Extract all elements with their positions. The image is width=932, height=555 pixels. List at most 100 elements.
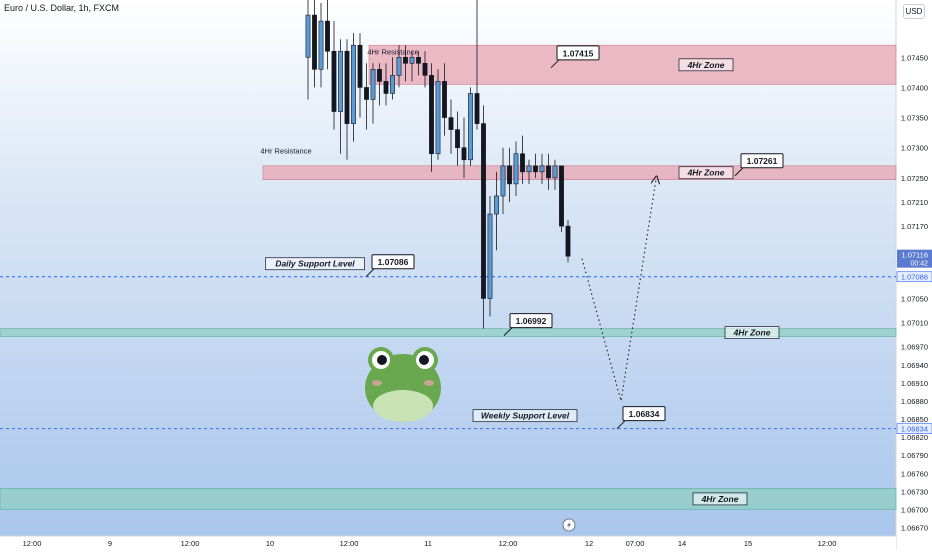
callout-box [740, 153, 784, 169]
candle-body [305, 14, 311, 58]
currency-button[interactable]: USD [903, 4, 925, 19]
price-tick-label: 1.07300 [901, 144, 928, 153]
price-axis[interactable]: 1.07450 1.07400 1.07350 1.07300 1.07250 1.072… [896, 53, 932, 533]
candle-body [520, 153, 525, 173]
time-tick-label: 14 [678, 539, 686, 548]
candle-body [455, 129, 460, 149]
time-axis[interactable]: 12:00 9 12:00 10 12:00 11 12:00 12 07:00 14 15 12:0… [23, 539, 837, 548]
candle-body [383, 81, 389, 94]
callout-pointer [734, 167, 744, 177]
price-tick-label: 1.06730 [901, 487, 928, 496]
time-tick-label: 11 [424, 539, 432, 548]
candle-body [312, 14, 317, 70]
candle-body [442, 81, 447, 118]
price-tick-label: 1.06820 [901, 433, 928, 442]
candle-body [435, 81, 441, 155]
candle-body [559, 165, 564, 227]
price-tick-label: 1.06940 [901, 361, 928, 370]
price-tick-label: 1.06850 [901, 415, 928, 424]
lightning-icon[interactable] [562, 518, 576, 532]
price-tick-label: 1.06700 [901, 505, 928, 514]
candle-body [318, 20, 324, 70]
annotation-text: 4Hr Resistance [260, 147, 311, 156]
candle-body [552, 165, 558, 179]
callout-pointer [365, 268, 375, 278]
callout-pointer [550, 59, 560, 69]
price-tick-label: 1.06880 [901, 397, 928, 406]
level-label: Daily Support Level [275, 259, 355, 269]
candle-body [403, 56, 408, 64]
candle-body [481, 123, 486, 299]
zone-label-box [724, 326, 780, 339]
candle-body [429, 75, 434, 155]
callout-value: 1.06834 [629, 409, 660, 419]
zone-band [368, 44, 897, 85]
zone-label: 4Hr Zone [733, 328, 771, 338]
candle-body [546, 165, 551, 179]
candle-body [377, 69, 382, 82]
time-tick-label: 10 [266, 539, 274, 548]
zone-band [0, 488, 897, 510]
annotation-text: 4Hr Resistance [367, 47, 418, 56]
candle-body [507, 165, 512, 185]
candle-body [500, 165, 506, 197]
candle-body [526, 165, 532, 173]
price-tick-label: 1.07210 [901, 198, 928, 207]
time-tick-label: 12:00 [340, 539, 359, 548]
time-tick-label: 12:00 [181, 539, 200, 548]
candle-body [565, 225, 571, 257]
callout-box [622, 406, 666, 422]
candle-body [474, 93, 480, 124]
callout-pointer [503, 327, 513, 336]
price-tick-label: 1.07450 [901, 53, 928, 62]
candle-body [513, 153, 519, 185]
callout-value: 1.07261 [747, 156, 778, 166]
symbol-title[interactable]: Euro / U.S. Dollar, 1h, FXCM [4, 3, 120, 13]
price-tick-label: 1.06670 [901, 524, 928, 533]
candle-body [416, 56, 421, 64]
callout-pointer [616, 420, 626, 430]
candle-body [338, 50, 343, 112]
candle-body [351, 44, 356, 124]
candles-layer [305, 0, 571, 329]
candle-body [539, 165, 545, 173]
candle-body [461, 147, 467, 161]
time-tick-label: 12:00 [818, 539, 837, 548]
zone-label-box [678, 58, 734, 72]
price-tag-value: 1.07086 [901, 273, 928, 282]
price-tick-label: 1.07010 [901, 319, 928, 328]
frog-icon [365, 347, 441, 422]
callout-value: 1.07415 [563, 48, 594, 58]
price-tag-value: 1.07116 [901, 251, 928, 260]
zone-label-box [692, 492, 748, 506]
time-axis-background [0, 536, 896, 550]
time-tick-label: 12:00 [499, 539, 518, 548]
levels-layer [0, 276, 896, 430]
level-label: Weekly Support Level [481, 411, 570, 421]
candle-body [533, 165, 538, 173]
time-tick-label: 15 [744, 539, 752, 548]
candle-body [487, 213, 493, 299]
time-tick-label: 12 [585, 539, 593, 548]
time-tick-label: 07:00 [626, 539, 645, 548]
candle-body [370, 69, 376, 100]
price-tick-label: 1.06910 [901, 379, 928, 388]
callout-value: 1.06992 [516, 316, 547, 326]
callout-box [556, 45, 600, 61]
candle-body [344, 50, 350, 124]
price-tag-value: 1.06834 [901, 425, 928, 434]
candle-body [325, 20, 330, 52]
time-tick-label: 12:00 [23, 539, 42, 548]
zone-label: 4Hr Zone [687, 60, 725, 70]
price-tick-label: 1.07050 [901, 294, 928, 303]
candle-body [468, 93, 473, 161]
candle-body [409, 56, 415, 64]
candle-body [364, 87, 369, 100]
price-tick-label: 1.07170 [901, 222, 928, 231]
candle-body [331, 50, 337, 112]
candle-body [494, 195, 499, 215]
candle-body [396, 56, 402, 76]
candle-body [357, 44, 363, 88]
